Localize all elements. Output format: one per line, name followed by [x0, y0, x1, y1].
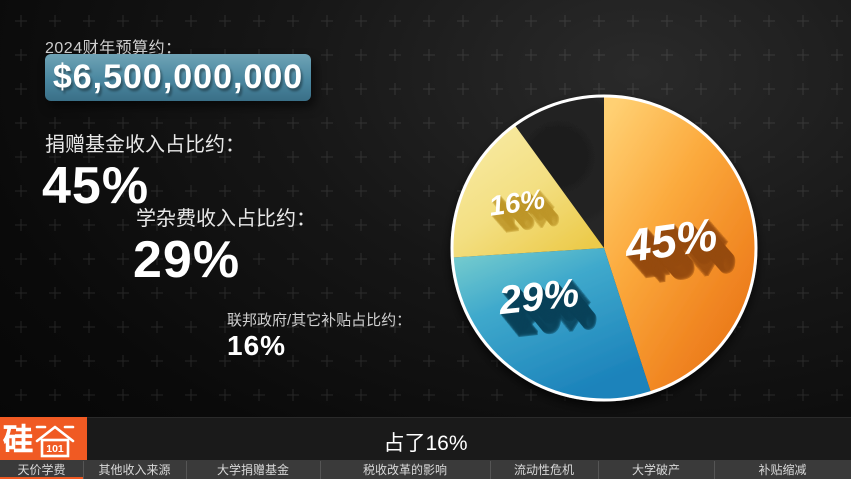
- svg-text:硅: 硅: [3, 424, 33, 457]
- svg-text:101: 101: [46, 443, 64, 455]
